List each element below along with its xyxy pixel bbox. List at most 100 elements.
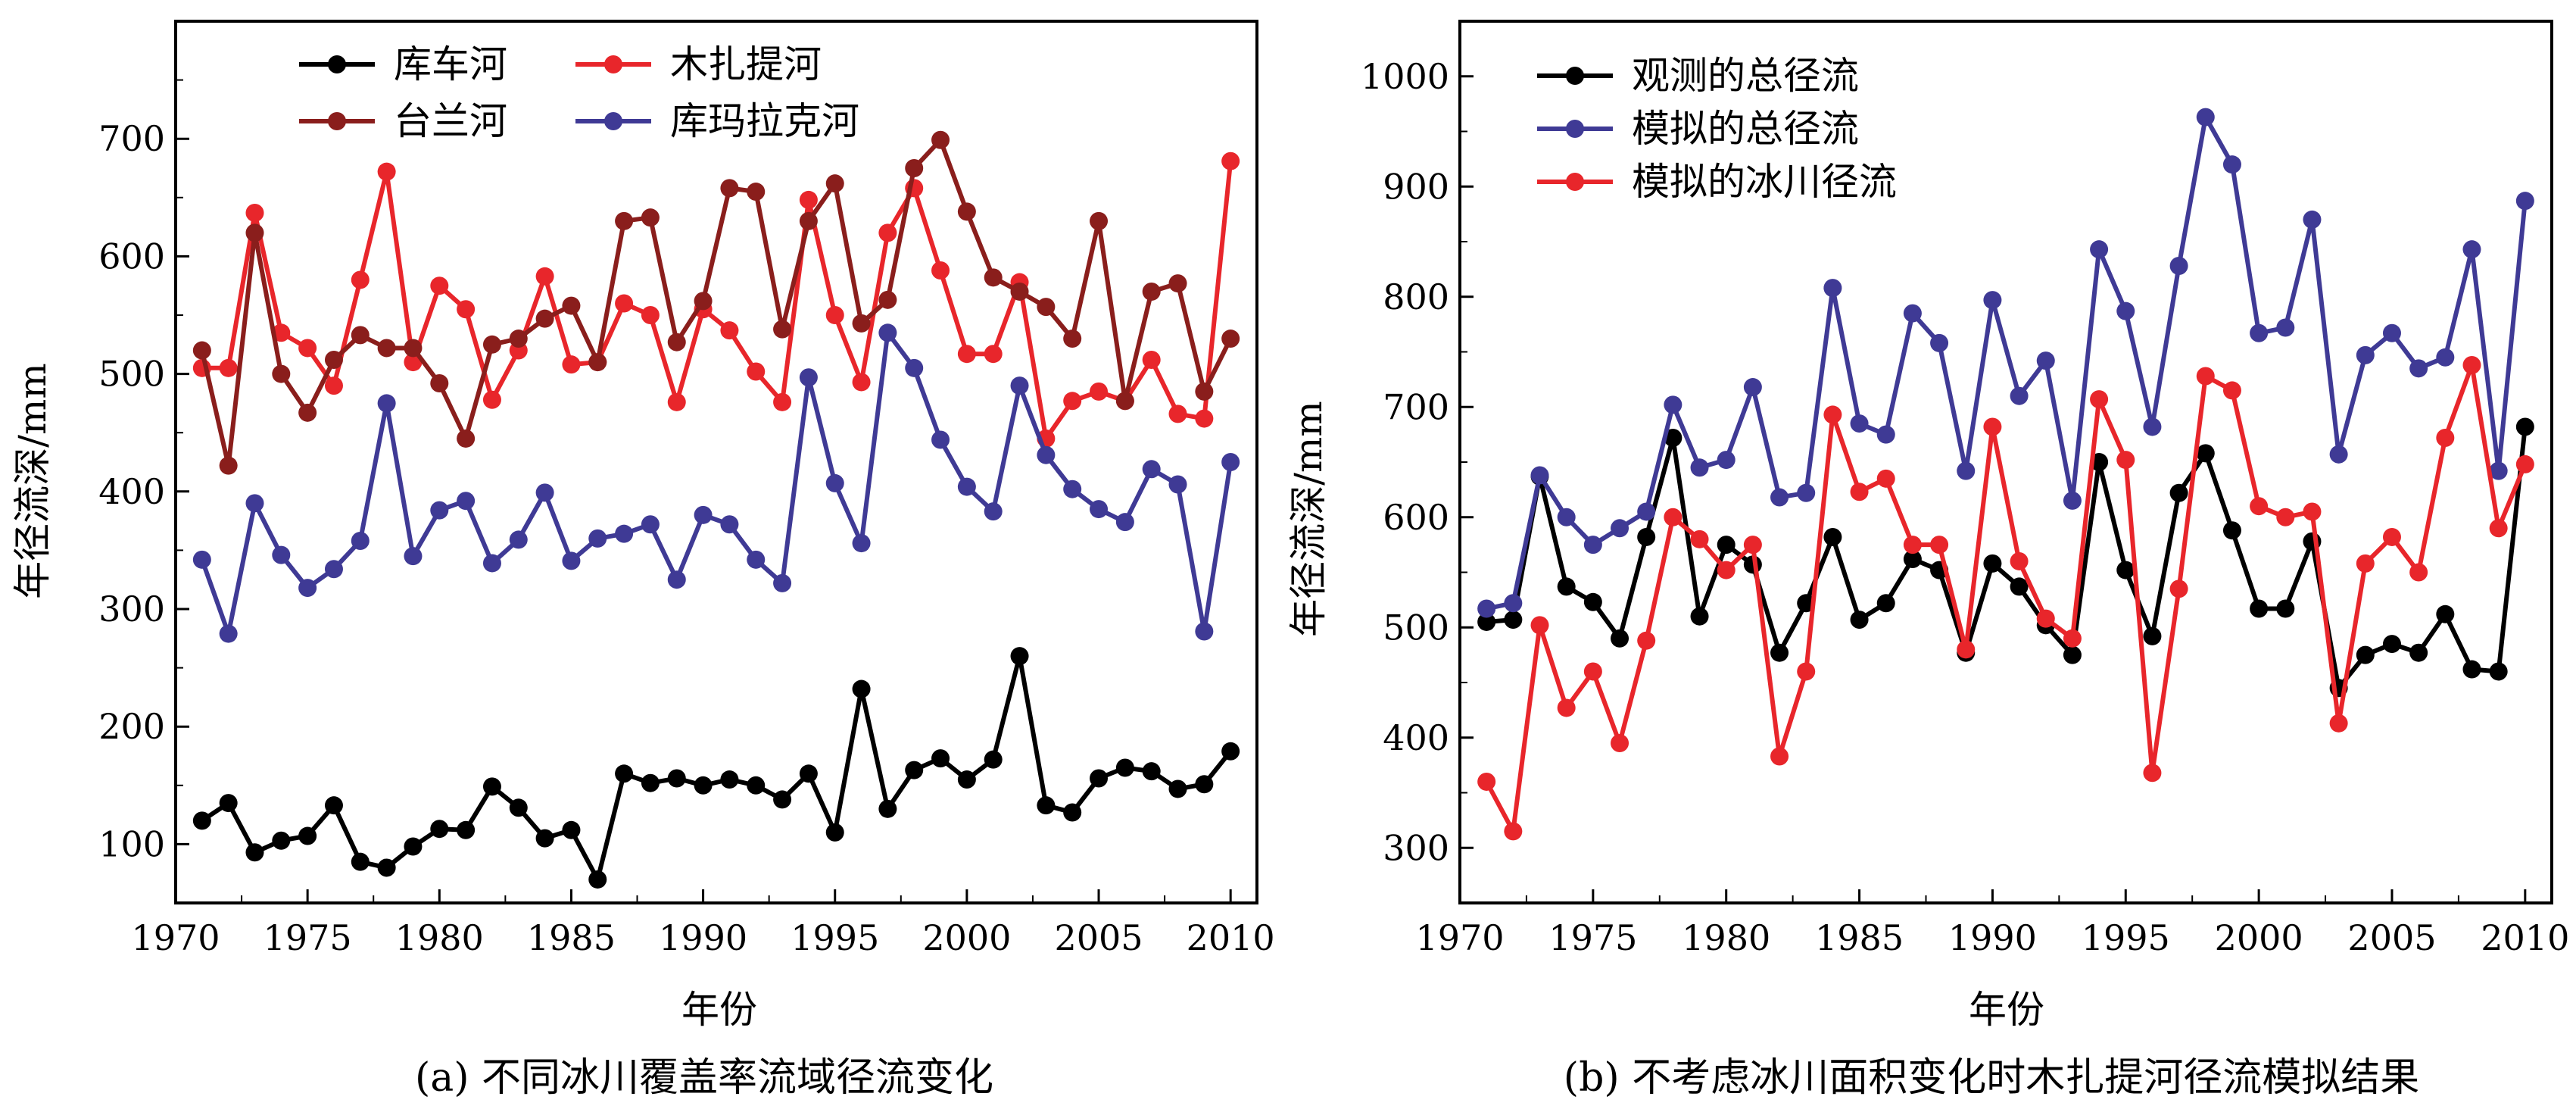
data-point bbox=[324, 376, 343, 395]
data-point bbox=[1637, 631, 1656, 650]
data-point bbox=[1770, 643, 1789, 662]
legend-label: 库车河 bbox=[394, 42, 507, 86]
data-point bbox=[2462, 660, 2481, 679]
data-point bbox=[1195, 622, 1214, 641]
y-tick-label: 100 bbox=[98, 823, 165, 864]
data-point bbox=[1743, 536, 1762, 554]
data-point bbox=[2010, 386, 2029, 405]
data-point bbox=[535, 267, 554, 286]
data-point bbox=[615, 211, 634, 230]
data-point bbox=[1690, 607, 1709, 626]
data-point bbox=[2143, 417, 2162, 436]
data-point bbox=[1557, 577, 1576, 596]
data-point bbox=[272, 545, 291, 564]
data-point bbox=[799, 368, 818, 387]
data-point bbox=[1090, 211, 1109, 230]
data-point bbox=[957, 770, 976, 789]
data-point bbox=[2250, 323, 2269, 342]
data-point bbox=[1010, 376, 1029, 395]
series-a-0 bbox=[192, 647, 1240, 889]
data-point bbox=[298, 579, 317, 598]
legend-entry: 观测的总径流 bbox=[1537, 54, 1859, 98]
data-point bbox=[1823, 405, 1842, 424]
data-point bbox=[2409, 563, 2428, 582]
legend-marker bbox=[1566, 173, 1584, 191]
data-point bbox=[2010, 577, 2029, 596]
data-point bbox=[2515, 417, 2534, 436]
x-tick-label: 1995 bbox=[791, 917, 879, 958]
data-point bbox=[1504, 611, 1523, 629]
data-point bbox=[2063, 645, 2082, 664]
data-point bbox=[641, 773, 660, 792]
legend-label: 库玛拉克河 bbox=[670, 99, 859, 143]
data-point bbox=[1797, 662, 1816, 681]
data-point bbox=[1850, 483, 1869, 501]
panel-a-plot-frame bbox=[174, 20, 1258, 904]
y-tick-label: 700 bbox=[98, 118, 165, 159]
x-tick-label: 1990 bbox=[659, 917, 747, 958]
data-point bbox=[1168, 475, 1187, 494]
data-point bbox=[667, 392, 686, 411]
data-point bbox=[1983, 291, 2002, 310]
data-point bbox=[2303, 502, 2322, 521]
y-tick-label: 300 bbox=[1383, 827, 1449, 868]
data-point bbox=[430, 820, 449, 839]
data-point bbox=[1090, 500, 1109, 519]
data-point bbox=[1090, 382, 1109, 401]
data-point bbox=[2250, 497, 2269, 516]
data-point bbox=[1637, 527, 1656, 546]
x-tick-label: 1975 bbox=[1548, 917, 1637, 958]
data-point bbox=[2222, 521, 2241, 540]
data-point bbox=[1557, 698, 1576, 717]
data-point bbox=[351, 326, 370, 345]
data-point bbox=[324, 350, 343, 369]
data-point bbox=[1770, 488, 1789, 507]
series-b-1 bbox=[1477, 108, 2534, 618]
x-tick-label: 2000 bbox=[2215, 917, 2303, 958]
data-point bbox=[377, 394, 396, 413]
data-point bbox=[509, 530, 528, 549]
data-point bbox=[1637, 502, 1656, 521]
data-point bbox=[482, 777, 501, 796]
legend-entry: 库玛拉克河 bbox=[575, 99, 859, 143]
data-point bbox=[1477, 599, 1496, 618]
panel-b-caption: (b) 不考虑冰川面积变化时木扎提河径流模拟结果 bbox=[1564, 1055, 2419, 1101]
data-point bbox=[1530, 616, 1549, 635]
data-point bbox=[2169, 483, 2188, 502]
data-point bbox=[272, 364, 291, 383]
legend-marker bbox=[328, 112, 346, 130]
data-point bbox=[588, 353, 607, 372]
data-point bbox=[615, 764, 634, 783]
data-point bbox=[535, 829, 554, 848]
data-point bbox=[245, 203, 264, 222]
data-point bbox=[2116, 561, 2135, 579]
series-line bbox=[201, 654, 1233, 882]
data-point bbox=[2276, 599, 2295, 618]
data-point bbox=[245, 494, 264, 513]
data-point bbox=[1115, 392, 1134, 411]
data-point bbox=[667, 769, 686, 788]
data-point bbox=[2436, 604, 2455, 623]
data-point bbox=[1115, 758, 1134, 777]
data-point bbox=[377, 858, 396, 877]
legend-label: 模拟的总径流 bbox=[1632, 107, 1859, 151]
data-point bbox=[773, 392, 792, 411]
y-tick-label: 600 bbox=[98, 236, 165, 276]
data-point bbox=[1770, 747, 1789, 766]
data-point bbox=[404, 339, 423, 358]
data-point bbox=[2116, 451, 2135, 470]
data-point bbox=[2169, 257, 2188, 276]
data-point bbox=[192, 811, 211, 830]
data-point bbox=[2196, 367, 2215, 386]
data-point bbox=[825, 174, 844, 193]
data-point bbox=[245, 843, 264, 862]
data-point bbox=[1957, 640, 1976, 659]
panel-a-y-axis-title: 年径流深/mm bbox=[11, 363, 55, 599]
data-point bbox=[219, 456, 238, 475]
data-point bbox=[509, 330, 528, 348]
data-point bbox=[773, 573, 792, 592]
data-point bbox=[694, 505, 713, 524]
data-point bbox=[1168, 274, 1187, 293]
data-point bbox=[1037, 298, 1056, 317]
data-point bbox=[2090, 390, 2109, 409]
